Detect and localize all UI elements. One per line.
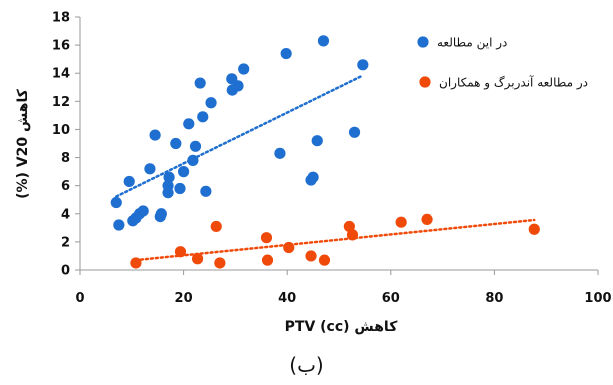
data-point-series-2: [210, 220, 222, 233]
y-tick-label: 4: [61, 207, 70, 222]
data-point-series-1: [170, 137, 182, 150]
data-point-series-1: [174, 182, 186, 195]
y-tick-label: 0: [61, 264, 70, 279]
data-point-series-2: [261, 254, 274, 266]
data-point-series-2: [214, 257, 226, 269]
data-point-series-2: [130, 257, 142, 269]
data-point-series-1: [144, 163, 156, 175]
data-point-series-1: [357, 59, 369, 71]
y-axis: 0 2 4 6 8 10 12 14 16 18: [52, 11, 81, 279]
data-point-series-1: [317, 35, 330, 47]
data-point-series-1: [162, 180, 174, 192]
x-axis: 0 20 40 60 80 100: [75, 269, 612, 306]
legend-marker-series-2: [419, 76, 431, 88]
x-tick-label: 100: [584, 291, 611, 306]
data-point-series-1: [232, 80, 244, 92]
data-point-series-1: [200, 185, 212, 197]
y-tick-label: 12: [52, 95, 70, 110]
data-point-series-2: [421, 213, 433, 225]
trendline-series-1: [115, 74, 365, 198]
data-point-series-1: [155, 208, 167, 220]
data-point-series-1: [311, 135, 323, 147]
data-point-series-1: [137, 205, 149, 217]
x-axis-title: کاهش PTV (cc): [285, 319, 399, 335]
data-point-series-1: [205, 97, 217, 109]
legend: در این مطالعه در مطالعه آندربرگ و همکاران: [417, 36, 588, 91]
data-point-series-1: [187, 154, 199, 166]
data-point-series-2: [343, 220, 355, 233]
data-point-series-1: [189, 140, 202, 152]
legend-label-series-1: در این مطالعه: [437, 36, 507, 51]
y-tick-label: 14: [52, 67, 70, 82]
data-point-series-2: [191, 253, 204, 265]
trendlines: [115, 74, 536, 262]
data-point-series-1: [274, 147, 286, 159]
x-tick-label: 60: [382, 291, 400, 306]
data-point-series-1: [280, 47, 292, 60]
data-point-series-1: [178, 166, 190, 178]
data-point-series-2: [174, 246, 187, 258]
data-point-series-1: [163, 171, 175, 183]
data-point-series-1: [110, 196, 122, 209]
figure-caption: (ب): [289, 353, 324, 377]
data-point-series-1: [348, 126, 361, 138]
y-tick-label: 16: [52, 39, 70, 54]
scatter-chart: 0 20 40 60 80 100 0 2 4 6 8 10 12 14 16 18 در این مطال…: [15, 11, 612, 336]
trendline-series-2: [134, 218, 536, 262]
data-point-series-1: [149, 129, 161, 141]
y-tick-label: 18: [52, 11, 70, 26]
legend-marker-series-1: [417, 36, 429, 48]
legend-label-series-2: در مطالعه آندربرگ و همکاران: [439, 75, 588, 91]
data-point-series-1: [197, 111, 209, 123]
x-tick-label: 0: [75, 291, 84, 306]
data-point-series-2: [260, 232, 273, 244]
data-point-series-2: [346, 229, 359, 241]
data-point-series-1: [123, 175, 135, 188]
data-point-series-2: [528, 223, 540, 235]
y-tick-label: 10: [52, 123, 70, 138]
x-tick-label: 20: [175, 291, 193, 306]
data-point-series-1: [238, 63, 250, 75]
data-point-series-1: [194, 77, 206, 89]
data-points: [110, 35, 540, 269]
data-point-series-1: [307, 171, 319, 183]
y-tick-label: 8: [61, 151, 70, 166]
y-tick-label: 2: [61, 235, 70, 250]
data-point-series-2: [395, 216, 407, 228]
data-point-series-1: [183, 118, 195, 130]
y-tick-label: 6: [61, 179, 70, 194]
data-point-series-2: [283, 241, 295, 254]
data-point-series-2: [318, 254, 331, 266]
x-tick-label: 80: [485, 291, 503, 306]
data-point-series-2: [305, 250, 317, 262]
x-tick-label: 40: [278, 291, 296, 306]
data-point-series-1: [113, 219, 125, 231]
y-axis-title: کاهش V20 (%): [15, 88, 31, 199]
